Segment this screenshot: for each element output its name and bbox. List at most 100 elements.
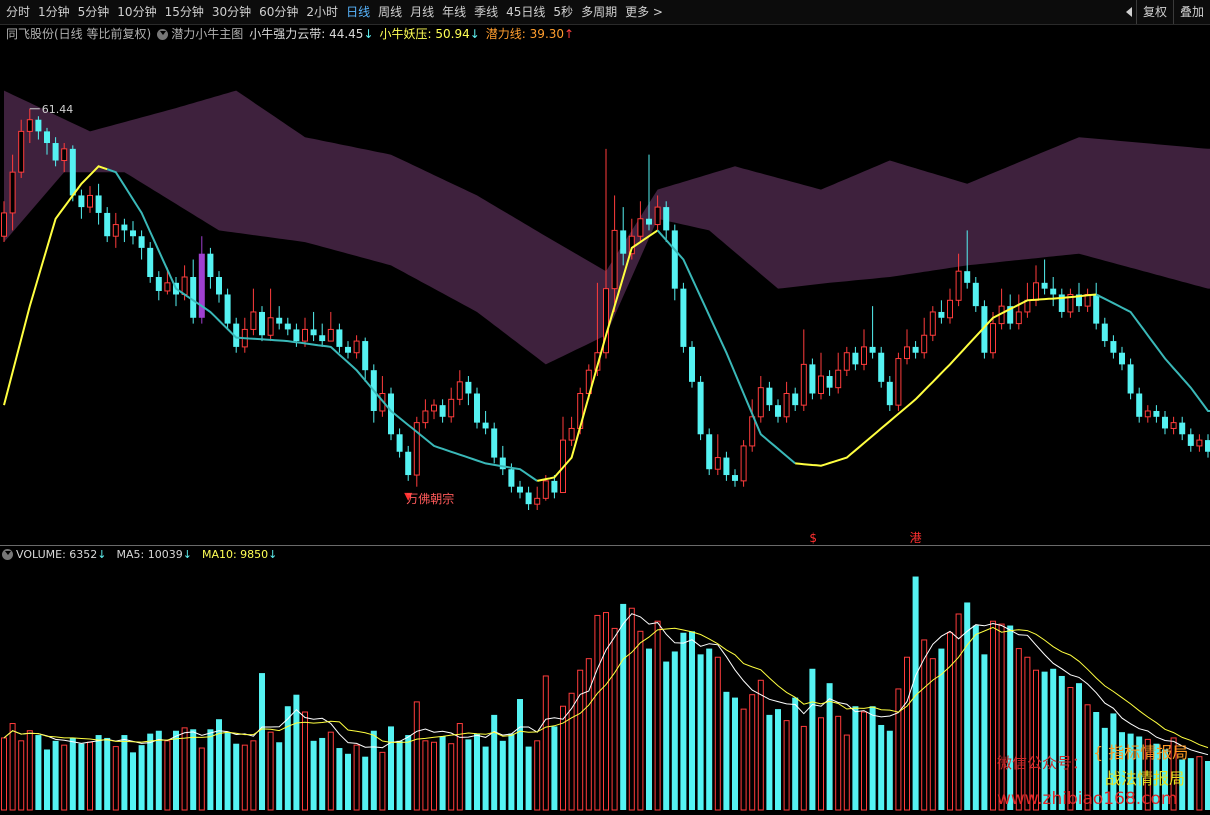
candle-body <box>276 317 283 324</box>
candlestick-chart[interactable]: 61.44 万佛朝宗 $ 港 <box>0 0 1210 545</box>
line-value: 39.30 <box>529 26 565 41</box>
volume-bar <box>835 715 842 811</box>
panel-divider[interactable] <box>0 545 1210 546</box>
tab-4[interactable]: 15分钟 <box>164 5 204 19</box>
candle <box>611 195 618 312</box>
candle-body <box>843 352 850 371</box>
candle <box>826 370 833 396</box>
press-value: 50.94 <box>435 26 470 41</box>
candle <box>250 288 257 336</box>
high-marker-label: 61.44 <box>42 103 74 116</box>
candle <box>594 282 601 377</box>
vol-arrow-icon: ↓ <box>97 547 107 561</box>
line-arrow-icon: ↑ <box>564 26 575 41</box>
tab-9[interactable]: 周线 <box>378 5 403 19</box>
candle <box>112 212 119 248</box>
candle <box>534 486 541 510</box>
candle-body <box>568 427 575 441</box>
candle <box>603 148 609 359</box>
tab-15[interactable]: 多周期 <box>581 5 618 19</box>
collapse-left-icon[interactable] <box>1125 7 1132 17</box>
indicator-toggle-icon[interactable] <box>157 28 169 40</box>
indicator-name-label: 潜力小牛主图 <box>171 26 244 41</box>
volume-bar <box>1110 713 1117 810</box>
tab-13[interactable]: 45日线 <box>506 5 546 19</box>
tab-11[interactable]: 年线 <box>442 5 467 19</box>
tab-14[interactable]: 5秒 <box>553 5 574 19</box>
candle-body <box>422 410 429 424</box>
candle-body <box>792 393 799 406</box>
candle <box>284 317 291 336</box>
candle-body <box>1101 323 1108 342</box>
candle-body <box>775 405 781 417</box>
candle-body <box>740 445 747 482</box>
candle <box>1093 282 1100 330</box>
tab-16[interactable]: 更多 > <box>625 5 663 19</box>
candle-body <box>869 346 876 353</box>
tab-6[interactable]: 60分钟 <box>259 5 299 19</box>
candle-body <box>1058 294 1065 312</box>
volume-bar <box>250 740 257 811</box>
volume-bar <box>818 717 824 811</box>
candle <box>689 341 695 388</box>
candle-body <box>44 131 50 144</box>
tab-5[interactable]: 30分钟 <box>211 5 252 19</box>
volume-bar <box>9 723 16 811</box>
ma5-line <box>3 613 1209 756</box>
tab-12[interactable]: 季线 <box>474 5 499 19</box>
candle-body <box>800 363 807 406</box>
candle <box>78 189 85 219</box>
candle-body <box>164 282 171 292</box>
candle <box>1015 294 1022 330</box>
candle <box>130 221 136 245</box>
volume-bar <box>388 726 394 810</box>
candle-body <box>233 323 240 347</box>
volume-bar <box>560 705 566 811</box>
candle <box>517 480 523 499</box>
candle <box>646 154 652 231</box>
candle <box>955 253 962 307</box>
tab-2[interactable]: 5分钟 <box>77 5 110 19</box>
tab-10[interactable]: 月线 <box>410 5 435 19</box>
volume-bar <box>327 731 334 811</box>
candle-body <box>826 376 833 388</box>
overlay-button[interactable]: 叠加 <box>1172 0 1210 24</box>
candle <box>207 247 214 289</box>
candle-body <box>18 130 25 173</box>
volume-bar <box>714 656 721 811</box>
tab-8[interactable]: 日线 <box>346 5 371 19</box>
candle-body <box>603 288 609 354</box>
candle <box>448 387 455 423</box>
stock-title[interactable]: 同飞股份(日线 等比前复权) <box>6 26 152 41</box>
candle <box>121 218 128 243</box>
candle-body <box>250 311 257 330</box>
press-arrow-icon: ↓ <box>469 26 480 41</box>
tab-3[interactable]: 10分钟 <box>117 5 157 19</box>
volume-bar <box>370 730 377 810</box>
tab-7[interactable]: 2小时 <box>306 5 339 19</box>
line-label: 潜力线: <box>485 26 526 41</box>
volume-bar <box>732 697 738 810</box>
volume-bar <box>938 648 945 810</box>
tab-0[interactable]: 分时 <box>6 5 31 19</box>
candle-body <box>362 341 369 371</box>
adjust-button[interactable]: 复权 <box>1135 0 1173 24</box>
candle <box>895 352 902 411</box>
candle-body <box>1179 422 1186 435</box>
volume-bar <box>310 740 317 810</box>
candle-body <box>594 352 601 371</box>
candle-body <box>972 282 979 307</box>
volume-bar <box>422 740 429 811</box>
indicator-name[interactable]: 潜力小牛主图 <box>157 25 243 42</box>
volume-bar <box>26 730 33 811</box>
volume-bar <box>947 632 953 811</box>
volume-bar <box>353 744 360 811</box>
volume-bar <box>852 706 859 810</box>
candle <box>1101 317 1108 347</box>
tab-1[interactable]: 1分钟 <box>38 5 70 19</box>
candle <box>327 311 334 342</box>
candle-body <box>345 346 351 353</box>
volume-bar <box>284 706 291 810</box>
volume-toggle-icon[interactable] <box>2 548 13 560</box>
